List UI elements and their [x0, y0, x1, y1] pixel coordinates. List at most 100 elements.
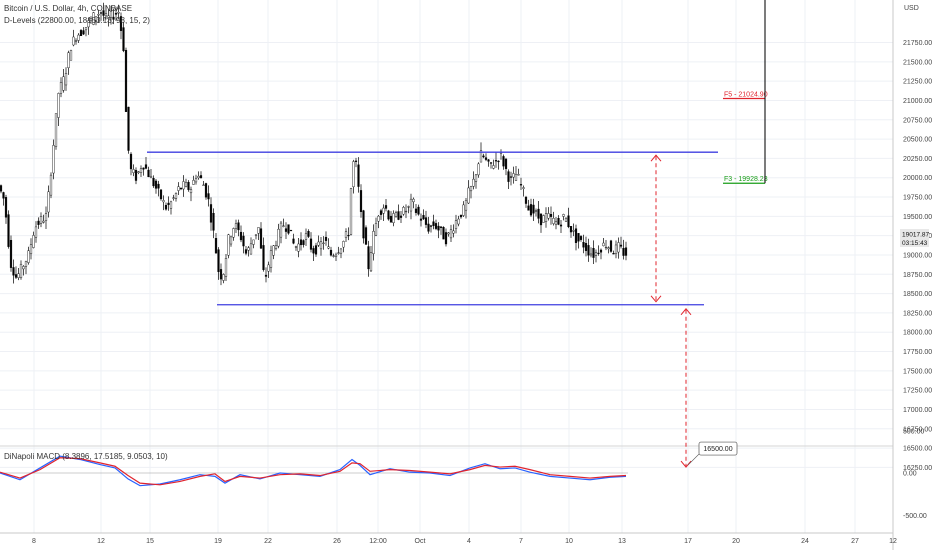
candle-body: [322, 242, 325, 244]
candle-body: [102, 10, 105, 16]
candle-body: [417, 206, 420, 215]
candle-body: [467, 187, 470, 204]
candle-body: [362, 210, 365, 239]
candle-body: [337, 252, 340, 254]
candle-body: [422, 215, 425, 220]
candle-body: [222, 274, 225, 281]
candle-body: [389, 215, 393, 223]
candle-body: [519, 184, 523, 186]
target-arrow-head-down: [680, 460, 692, 468]
candle-body: [294, 246, 298, 248]
candle-body: [434, 223, 438, 229]
candle-body: [537, 208, 540, 219]
candle-body: [242, 235, 245, 247]
candle-body: [187, 181, 190, 190]
candle-body: [547, 213, 550, 219]
candle-body: [167, 202, 170, 205]
candle-body: [334, 254, 338, 258]
candle-body: [89, 18, 93, 22]
price-tick-label: 17000.00: [903, 407, 932, 414]
candle-body: [22, 266, 25, 270]
candle-body: [202, 184, 205, 186]
price-tick-label: 21250.00: [903, 79, 932, 86]
candle-body: [174, 193, 178, 199]
candle-body: [444, 232, 448, 245]
macd-fast-line: [0, 457, 627, 486]
price-tick-label: 17250.00: [903, 388, 932, 395]
candle-body: [607, 247, 610, 250]
candle-body: [62, 76, 65, 91]
candle-body: [529, 204, 533, 216]
candle-body: [17, 273, 20, 278]
candle-body: [292, 238, 295, 244]
candle-body: [327, 246, 330, 249]
price-tick-label: 20500.00: [903, 137, 932, 144]
candle-body: [189, 189, 193, 194]
candle-body: [594, 252, 598, 256]
candle-body: [357, 164, 360, 187]
candle-body: [377, 215, 380, 222]
candle-body: [99, 12, 103, 14]
candle-body: [394, 212, 398, 217]
f3-level-label: F3 - 19928.23: [724, 176, 768, 183]
candle-body: [364, 227, 368, 245]
target-callout-leader: [687, 453, 700, 466]
candle-body: [404, 210, 408, 213]
time-tick-label: 8: [32, 538, 36, 545]
candle-body: [19, 263, 23, 279]
candle-body: [79, 30, 83, 37]
macd-legend[interactable]: DiNapoli MACD (8.3896, 17.5185, 9.0503, …: [4, 452, 168, 461]
candle-body: [562, 214, 565, 217]
candle-body: [304, 233, 308, 240]
candle-body: [559, 224, 563, 227]
candle-body: [589, 253, 593, 256]
candle-body: [592, 248, 595, 258]
candle-body: [429, 225, 433, 227]
candle-body: [124, 50, 128, 112]
f5-level-label: F5 - 21024.90: [724, 92, 768, 99]
candle-body: [122, 27, 125, 51]
candle-body: [254, 234, 258, 236]
symbol-legend[interactable]: Bitcoin / U.S. Dollar, 4h, COINBASE: [4, 4, 133, 13]
candle-body: [4, 197, 8, 218]
candle-body: [287, 224, 290, 234]
candle-body: [527, 205, 530, 211]
candle-body: [169, 201, 173, 209]
candle-body: [464, 200, 468, 211]
price-tick-label: 16250.00: [903, 465, 932, 472]
candle-body: [532, 204, 535, 214]
candle-body: [347, 234, 350, 237]
candle-body: [624, 247, 628, 256]
price-tick-label: 21750.00: [903, 40, 932, 47]
candle-body: [192, 180, 195, 185]
candle-body: [139, 168, 143, 173]
candle-body: [477, 163, 480, 176]
candle-body: [204, 183, 208, 198]
candle-body: [432, 221, 435, 226]
candle-body: [419, 218, 423, 221]
d-levels-legend[interactable]: D-Levels (22800.00, 18153.13, 98, 15, 2): [4, 16, 150, 25]
candle-body: [72, 36, 75, 46]
price-tick-label: 18750.00: [903, 272, 932, 279]
candle-body: [262, 245, 265, 270]
candle-body: [247, 247, 250, 251]
candle-body: [249, 243, 253, 255]
time-tick-label: 7: [519, 538, 523, 545]
candle-body: [267, 264, 270, 272]
grid-lines: [0, 0, 894, 533]
candle-body: [209, 204, 213, 223]
candle-body: [199, 175, 203, 179]
price-tick-label: 18000.00: [903, 330, 932, 337]
candle-body: [509, 176, 513, 178]
time-tick-label: 20: [732, 538, 740, 545]
candle-body: [9, 240, 13, 268]
candle-body: [0, 185, 3, 192]
candle-body: [32, 235, 35, 248]
candle-body: [469, 186, 473, 192]
candle-body: [502, 156, 505, 167]
candle-body: [399, 215, 403, 218]
candle-body: [567, 215, 570, 228]
candle-body: [229, 236, 233, 245]
candle-body: [224, 258, 228, 277]
